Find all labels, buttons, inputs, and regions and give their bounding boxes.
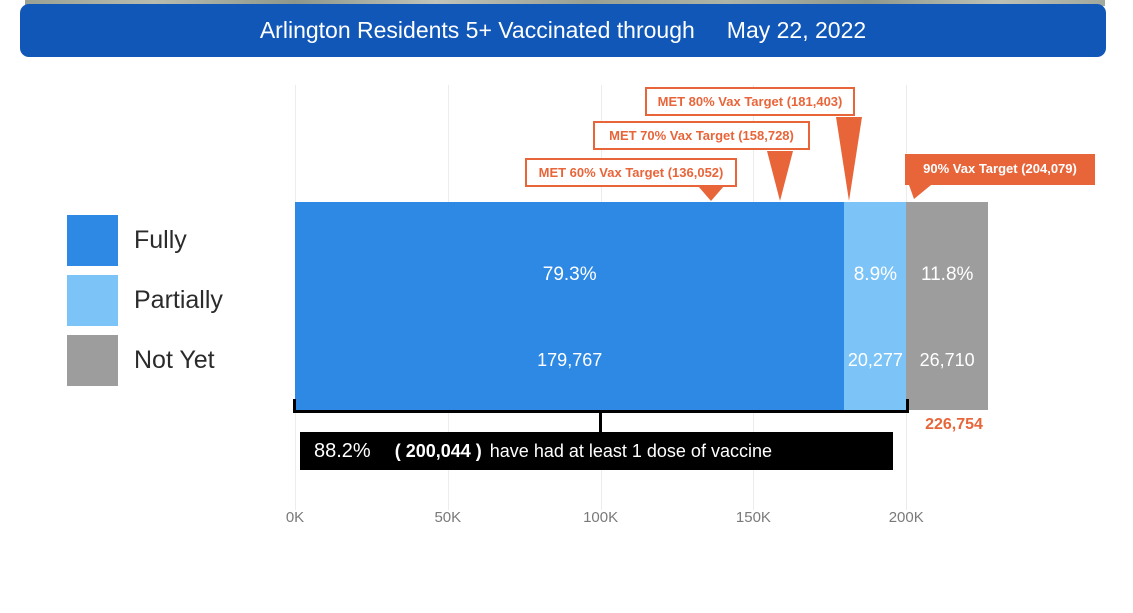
bar-segment-fully[interactable]: 79.3% 179,767 — [295, 202, 845, 410]
x-axis-label: 50K — [434, 509, 462, 526]
dose-bracket-left-tick — [293, 399, 296, 413]
title-date: May 22, 2022 — [726, 17, 867, 43]
segment-count-label: 179,767 — [537, 350, 603, 370]
target-callout-60: MET 60% Vax Target (136,052) — [525, 158, 737, 187]
segment-percent-label: 79.3% — [542, 264, 597, 285]
dose-text: have had at least 1 dose of vaccine — [489, 440, 772, 461]
legend-item-partially[interactable]: Partially — [67, 275, 223, 326]
x-axis-label: 100K — [583, 509, 619, 526]
target-callout-90: 90% Vax Target (204,079) — [905, 154, 1095, 185]
total-population-label: 226,754 — [925, 416, 983, 433]
legend-label: Fully — [134, 226, 187, 254]
x-axis-label: 0K — [285, 509, 305, 526]
target-callout-70: MET 70% Vax Target (158,728) — [593, 121, 810, 150]
segment-count-label: 20,277 — [847, 350, 903, 370]
segment-percent-label: 11.8% — [920, 264, 974, 285]
target-arrow-70-icon — [767, 151, 794, 201]
dose-summary-box: 88.2% ( 200,044 ) have had at least 1 do… — [300, 432, 893, 470]
legend-label: Partially — [134, 286, 223, 314]
legend-item-fully[interactable]: Fully — [67, 215, 187, 266]
target-callout-80: MET 80% Vax Target (181,403) — [645, 87, 855, 116]
bar-segment-partially[interactable]: 8.9% 20,277 — [844, 202, 907, 410]
notyet-swatch — [67, 335, 118, 386]
dose-percent: 88.2% — [314, 439, 371, 462]
segment-percent-label: 8.9% — [853, 264, 898, 285]
bar-segment-notyet[interactable]: 11.8% 26,710 — [906, 202, 988, 410]
dose-bracket-center-tick — [599, 413, 602, 433]
partially-swatch — [67, 275, 118, 326]
fully-swatch — [67, 215, 118, 266]
x-axis-label: 200K — [888, 509, 924, 526]
segment-count-label: 26,710 — [919, 350, 975, 370]
dose-count: ( 200,044 ) — [394, 440, 482, 461]
target-arrow-80-icon — [836, 117, 863, 201]
background-photo-edge — [25, 0, 1105, 6]
title-card: Arlington Residents 5+ Vaccinated throug… — [20, 4, 1106, 57]
legend-item-notyet[interactable]: Not Yet — [67, 335, 215, 386]
dose-bracket-right-tick — [906, 399, 909, 413]
x-axis-label: 150K — [735, 509, 771, 526]
target-arrow-60-icon — [697, 186, 724, 201]
dose-bracket — [293, 410, 909, 413]
target-arrow-90-icon — [908, 185, 931, 199]
legend-label: Not Yet — [134, 346, 215, 374]
page-title: Arlington Residents 5+ Vaccinated throug… — [259, 17, 695, 43]
